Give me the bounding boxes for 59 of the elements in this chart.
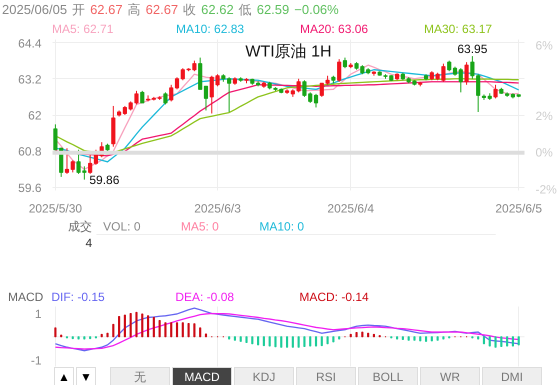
text: RSI <box>296 367 356 385</box>
text: 2025/06/05 <box>2 2 68 17</box>
annotation: 63.95 <box>457 42 488 56</box>
candlestick <box>140 90 144 104</box>
candlestick <box>493 84 498 99</box>
chart-title: MACD <box>8 290 44 304</box>
y-tick-label: -1 <box>30 353 42 368</box>
line-series <box>54 312 520 350</box>
candlestick <box>441 63 446 82</box>
candlestick <box>192 60 196 72</box>
y-tick-label: 59.6 <box>18 180 42 195</box>
text: MA20: 63.06 <box>300 21 370 38</box>
text: MA10: 0 <box>259 220 304 234</box>
x-tick-label: 2025/6/5 <box>495 202 542 216</box>
text: 4 <box>86 236 93 250</box>
text: 62.62 <box>201 2 234 17</box>
text: MA5: 0 <box>180 220 220 234</box>
text: 成交 <box>68 220 92 234</box>
text: MACD <box>172 367 232 385</box>
text: DMI <box>482 367 542 385</box>
candlestick <box>464 62 469 86</box>
x-tick-label: 2025/6/4 <box>327 202 374 216</box>
candlestick <box>76 149 81 174</box>
x-tick-label: 2025/5/30 <box>28 202 82 216</box>
text: ▲ <box>54 367 74 385</box>
text: MACD: -0.14 <box>299 290 370 305</box>
y-tick-label: 60.8 <box>18 144 42 159</box>
text: 62.59 <box>256 2 290 17</box>
text: 无 <box>110 367 170 385</box>
y-tick-label: 63.2 <box>18 72 42 86</box>
y-tick-label: 64.4 <box>18 36 42 50</box>
annotation: 59.86 <box>89 173 120 188</box>
candlestick <box>82 166 86 180</box>
text: ▼ <box>76 367 96 385</box>
text: VOL: 0 <box>103 220 141 234</box>
text: 62.67 <box>146 2 178 17</box>
text: 高 <box>128 2 141 17</box>
text: MA5: 62.71 <box>52 21 114 38</box>
text: 低 <box>238 2 252 17</box>
text: DIF: -0.15 <box>51 290 106 305</box>
y-tick-label: 62 <box>28 108 42 122</box>
text: WR <box>420 367 480 385</box>
candlestick <box>342 57 348 69</box>
text: 收 <box>183 2 196 17</box>
text: MA10: 62.83 <box>176 21 246 38</box>
y-tick-label: 1 <box>34 306 42 321</box>
text: 62.67 <box>90 2 123 17</box>
text: 开 <box>72 2 86 17</box>
candlestick <box>163 92 168 105</box>
chart-title: WTI原油 1H <box>245 42 332 60</box>
line-series <box>54 307 520 352</box>
x-tick-label: 2025/6/3 <box>194 202 242 216</box>
text: −0.06% <box>294 2 339 17</box>
candlestick <box>88 154 92 174</box>
text: MA30: 63.17 <box>424 21 494 38</box>
text: KDJ <box>234 367 294 385</box>
candlestick <box>337 58 342 82</box>
series-label: DEA: -0.08 <box>175 290 236 305</box>
text: BOLL <box>358 367 418 385</box>
